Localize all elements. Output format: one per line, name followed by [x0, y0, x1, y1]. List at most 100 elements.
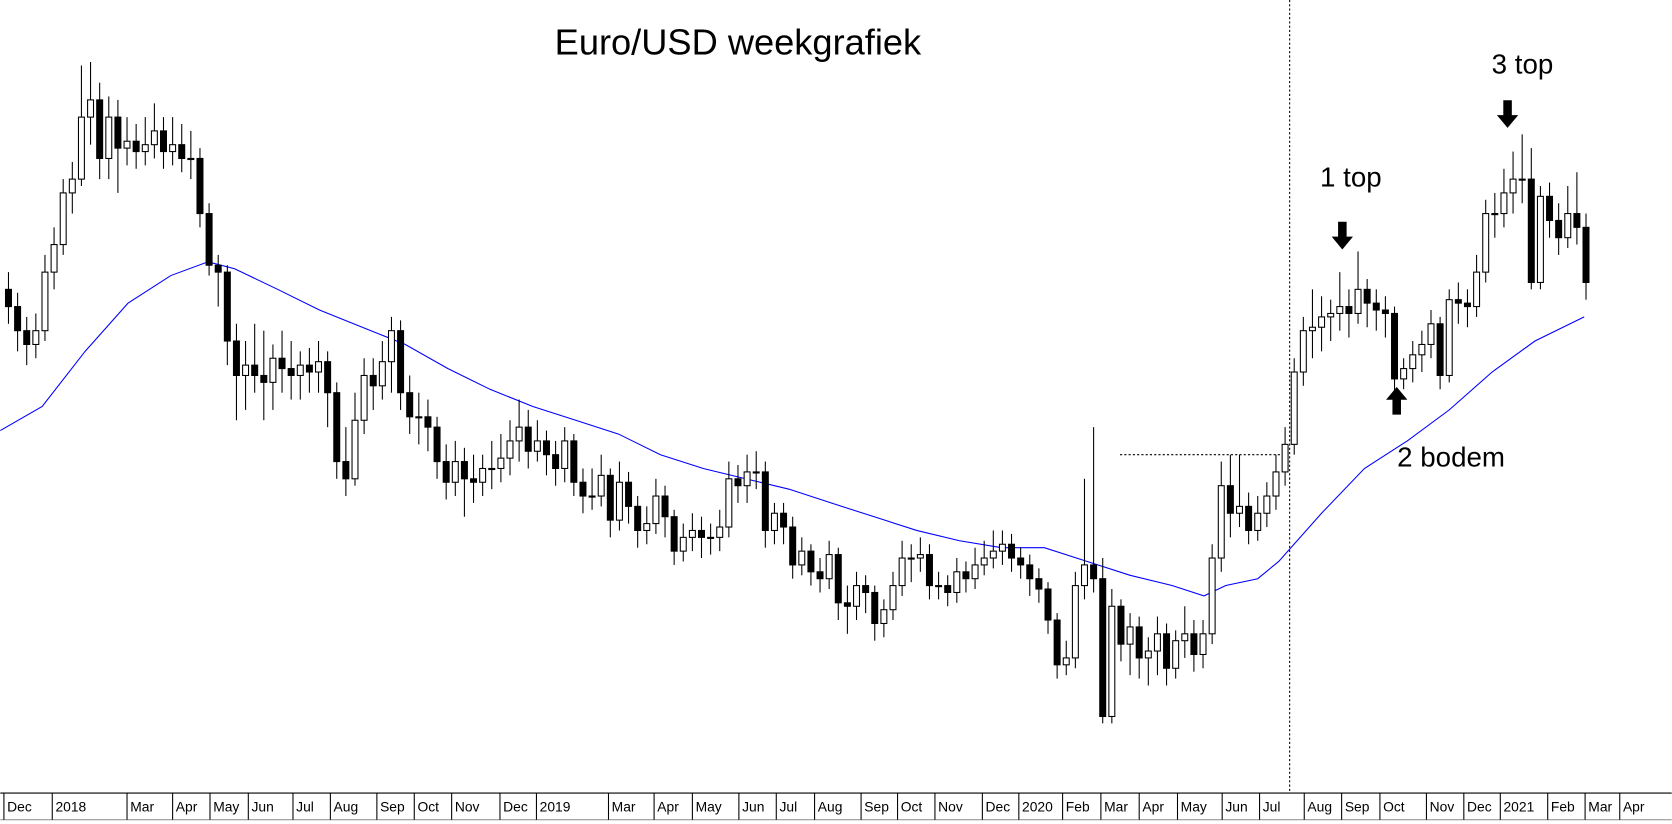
- annotation: 2 bodem: [1397, 442, 1505, 473]
- x-tick-label: Oct: [417, 799, 439, 815]
- candle-body: [561, 440, 569, 470]
- candle-body: [825, 554, 833, 580]
- candle-body: [1564, 213, 1572, 239]
- x-tick-label: Apr: [176, 799, 198, 815]
- candle-body: [1454, 299, 1462, 304]
- candle-body: [1372, 302, 1380, 311]
- candle-body: [1527, 178, 1535, 283]
- candle-body: [1190, 633, 1198, 656]
- x-tick-label: Nov: [1430, 799, 1455, 815]
- candle-body: [698, 529, 705, 538]
- x-tick-label: Jun: [1225, 799, 1247, 815]
- candle-body: [916, 554, 924, 559]
- candle-body: [1582, 226, 1590, 283]
- candle-body: [1281, 443, 1289, 473]
- candle-body: [1482, 213, 1490, 273]
- x-tick-label: Jul: [296, 799, 314, 815]
- candle-body: [1290, 371, 1298, 445]
- candle-body: [971, 564, 979, 580]
- candle-body: [269, 357, 277, 383]
- candle-body: [1254, 512, 1262, 532]
- candle-body: [315, 361, 323, 373]
- candle-body: [1546, 195, 1554, 221]
- x-tick-label: Sep: [1345, 799, 1370, 815]
- candle-body: [105, 116, 113, 159]
- candle-body: [515, 426, 523, 442]
- candle-body: [187, 157, 195, 161]
- x-tick-label: Jun: [742, 799, 764, 815]
- candle-body: [798, 550, 806, 566]
- candle-body: [944, 585, 952, 594]
- candle-body: [935, 585, 943, 588]
- candle-body: [1044, 588, 1052, 621]
- candle-body: [889, 585, 897, 611]
- candle-body: [1308, 326, 1316, 332]
- candle-body: [552, 454, 560, 470]
- x-tick-label: Apr: [1623, 799, 1645, 815]
- candle-body: [123, 140, 131, 149]
- candle-body: [360, 374, 368, 421]
- candle-body: [725, 478, 733, 528]
- candle-body: [1463, 302, 1471, 308]
- candle-body: [351, 419, 359, 480]
- x-tick-label: Apr: [657, 799, 679, 815]
- x-tick-label: Dec: [1467, 799, 1492, 815]
- candle-body: [141, 144, 149, 153]
- candle-body: [305, 364, 313, 373]
- candle-body: [716, 526, 724, 538]
- candle-body: [451, 461, 459, 483]
- arrow-down: [1496, 100, 1519, 128]
- x-tick-label: Nov: [455, 799, 480, 815]
- candle-body: [41, 271, 49, 332]
- candle-body: [606, 474, 614, 521]
- candle-body: [442, 461, 450, 483]
- candle-body: [1245, 505, 1253, 532]
- candle-body: [1208, 557, 1216, 635]
- candle-body: [1391, 312, 1399, 380]
- candle-body: [1573, 213, 1581, 228]
- arrow-up: [1386, 386, 1408, 415]
- candle-body: [962, 571, 970, 580]
- x-tick-label: Jun: [251, 799, 273, 815]
- candle-body: [953, 571, 961, 594]
- x-tick-label: Dec: [7, 799, 32, 815]
- candle-body: [1354, 288, 1362, 314]
- candle-body: [807, 550, 815, 573]
- candle-body: [415, 416, 423, 419]
- candle-body: [780, 512, 788, 528]
- x-tick-label: Aug: [818, 799, 843, 815]
- candle-body: [251, 364, 259, 376]
- candle-body: [542, 440, 550, 456]
- candle-body: [424, 416, 432, 428]
- candle-body: [634, 505, 642, 532]
- candle-body: [378, 361, 386, 387]
- candle-body: [743, 471, 751, 487]
- candle-body: [1017, 557, 1025, 566]
- candle-body: [460, 461, 468, 480]
- x-tick-label: Mar: [1588, 799, 1612, 815]
- candle-body: [597, 474, 605, 497]
- x-tick-label: Feb: [1066, 799, 1090, 815]
- annotation: 3 top: [1492, 48, 1554, 79]
- x-tick-label: Nov: [938, 799, 963, 815]
- candle-body: [1400, 368, 1408, 380]
- candle-body: [1445, 299, 1453, 376]
- candle-body: [369, 374, 377, 387]
- candle-body: [834, 554, 842, 604]
- candle-body: [1181, 633, 1189, 642]
- candle-body: [479, 467, 487, 483]
- candle-body: [433, 426, 441, 463]
- candle-body: [752, 471, 760, 474]
- candle-body: [497, 457, 505, 470]
- candle-body: [1381, 309, 1389, 314]
- candle-body: [150, 130, 158, 146]
- candle-body: [470, 478, 478, 483]
- candle-body: [707, 536, 715, 539]
- candle-body: [625, 481, 633, 507]
- candle-body: [1327, 312, 1335, 318]
- candle-body: [296, 364, 304, 376]
- candle-body: [843, 602, 851, 607]
- candle-body: [524, 426, 532, 452]
- candle-body: [925, 554, 933, 587]
- candle-body: [1071, 585, 1079, 659]
